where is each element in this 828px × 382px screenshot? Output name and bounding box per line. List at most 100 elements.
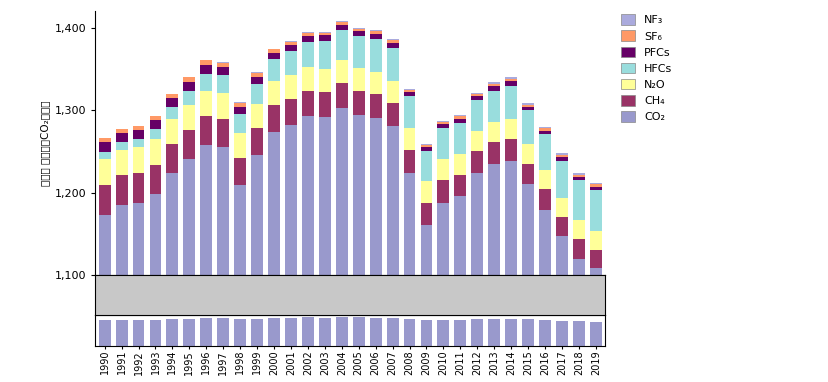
Bar	[335, 108, 347, 275]
Bar	[538, 170, 551, 189]
Bar	[251, 73, 262, 77]
Bar	[590, 183, 601, 185]
Bar	[420, 225, 432, 275]
Bar	[353, 115, 364, 275]
Bar	[99, 215, 110, 275]
Bar	[572, 177, 584, 180]
Bar	[386, 81, 398, 103]
Bar	[488, 319, 499, 346]
Bar	[285, 75, 296, 99]
Bar	[504, 160, 517, 275]
Bar	[386, 126, 398, 275]
Bar	[538, 210, 551, 275]
Bar	[285, 45, 296, 51]
Bar	[234, 185, 246, 275]
Bar	[166, 118, 178, 144]
Bar	[301, 33, 314, 36]
Bar	[149, 120, 161, 129]
Bar	[200, 116, 212, 145]
Bar	[538, 131, 551, 134]
Bar	[471, 319, 483, 346]
Bar	[183, 319, 195, 346]
Bar	[403, 319, 415, 346]
Bar	[454, 115, 465, 116]
Bar	[301, 42, 314, 68]
Bar	[217, 147, 229, 275]
Bar	[217, 63, 229, 66]
Bar	[386, 39, 398, 40]
Bar	[590, 249, 601, 269]
Bar	[420, 181, 432, 202]
Bar	[251, 84, 262, 104]
Bar	[285, 51, 296, 75]
Bar	[369, 71, 381, 94]
Bar	[319, 92, 330, 117]
Bar	[572, 220, 584, 239]
Bar	[183, 130, 195, 159]
Legend: NF₃, SF₆, PFCs, HFCs, N₂O, CH₄, CO₂: NF₃, SF₆, PFCs, HFCs, N₂O, CH₄, CO₂	[620, 15, 672, 122]
Bar	[590, 322, 601, 346]
Bar	[556, 320, 567, 346]
Bar	[403, 173, 415, 275]
Bar	[234, 103, 246, 107]
Bar	[504, 139, 517, 160]
Bar	[488, 91, 499, 122]
Bar	[166, 144, 178, 173]
Bar	[132, 130, 144, 139]
Bar	[234, 133, 246, 158]
Bar	[217, 93, 229, 118]
Bar	[471, 131, 483, 152]
Bar	[488, 82, 499, 84]
Bar	[504, 79, 517, 81]
Bar	[267, 132, 280, 275]
Bar	[454, 116, 465, 118]
Bar	[149, 116, 161, 120]
Bar	[454, 196, 465, 275]
Bar	[267, 59, 280, 81]
Bar	[335, 29, 347, 60]
Bar	[319, 117, 330, 275]
Bar	[522, 185, 533, 275]
Bar	[369, 94, 381, 118]
Bar	[116, 142, 128, 150]
Bar	[454, 154, 465, 175]
Bar	[301, 116, 314, 275]
Bar	[285, 99, 296, 125]
Bar	[335, 83, 347, 108]
Bar	[504, 118, 517, 139]
Bar	[572, 173, 584, 175]
Bar	[471, 173, 483, 275]
Bar	[319, 41, 330, 69]
Bar	[132, 202, 144, 275]
Bar	[99, 159, 110, 185]
Bar	[116, 320, 128, 346]
Bar	[454, 175, 465, 196]
Bar	[183, 82, 195, 91]
Bar	[556, 155, 567, 157]
Bar	[437, 202, 449, 275]
Bar	[99, 152, 110, 159]
Bar	[234, 158, 246, 185]
Bar	[217, 75, 229, 93]
Bar	[437, 159, 449, 180]
Bar	[116, 205, 128, 275]
Bar	[369, 31, 381, 34]
Bar	[251, 77, 262, 84]
Bar	[572, 321, 584, 346]
Bar	[166, 107, 178, 118]
Bar	[504, 77, 517, 79]
Bar	[572, 259, 584, 275]
Bar	[522, 164, 533, 185]
Bar	[590, 269, 601, 275]
Bar	[166, 319, 178, 346]
Bar	[200, 60, 212, 65]
Bar	[369, 317, 381, 346]
Bar	[437, 180, 449, 202]
Bar	[386, 40, 398, 43]
Bar	[437, 128, 449, 159]
Bar	[217, 62, 229, 63]
Bar	[234, 319, 246, 346]
Bar	[556, 236, 567, 275]
Bar	[200, 74, 212, 91]
Bar	[454, 320, 465, 346]
